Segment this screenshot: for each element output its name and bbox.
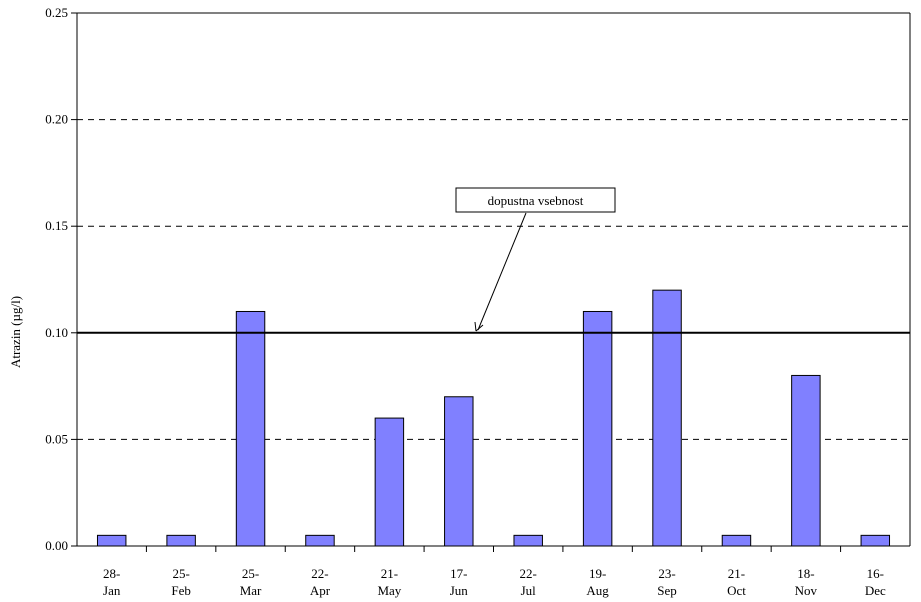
x-tick-label-day: 18- bbox=[797, 566, 814, 581]
y-tick-labels: 0.00 0.05 0.10 0.15 0.20 0.25 bbox=[45, 5, 68, 553]
bar bbox=[235, 310, 266, 547]
y-axis-title: Atrazin (µg/l) bbox=[8, 296, 23, 368]
x-tick-label-day: 21- bbox=[728, 566, 745, 581]
x-tick-label-month: Dec bbox=[865, 583, 886, 598]
x-tick-label-month: Mar bbox=[240, 583, 262, 598]
y-tick-label: 0.00 bbox=[45, 538, 68, 553]
annotation-label: dopustna vsebnost bbox=[488, 193, 584, 208]
x-tick-label-day: 21- bbox=[381, 566, 398, 581]
x-tick-label-month: Feb bbox=[171, 583, 191, 598]
grid-lines bbox=[71, 12, 910, 547]
x-tick-label-month: Aug bbox=[586, 583, 609, 598]
y-tick-label: 0.05 bbox=[45, 431, 68, 446]
bar bbox=[305, 534, 335, 547]
x-tick-label-day: 25- bbox=[172, 566, 189, 581]
x-tick-label-day: 25- bbox=[242, 566, 259, 581]
bars bbox=[96, 289, 891, 547]
reference-line-annotation: dopustna vsebnost bbox=[455, 187, 616, 332]
bar bbox=[96, 534, 127, 547]
bar bbox=[374, 417, 405, 547]
y-tick-label: 0.20 bbox=[45, 112, 68, 127]
x-tick-label-day: 23- bbox=[658, 566, 675, 581]
x-tick-label-month: Jun bbox=[450, 583, 469, 598]
y-tick-label: 0.25 bbox=[45, 5, 68, 20]
x-tick-label-day: 17- bbox=[450, 566, 467, 581]
y-tick-label: 0.10 bbox=[45, 325, 68, 340]
x-tick-label-month: May bbox=[377, 583, 401, 598]
x-tick-label-day: 22- bbox=[520, 566, 537, 581]
y-tick-label: 0.15 bbox=[45, 218, 68, 233]
x-tick-labels: 28- Jan 25- Feb 25- Mar 22- Apr 21- May 17- Jun 22- J… bbox=[103, 566, 886, 598]
annotation-arrow-line bbox=[477, 212, 527, 331]
bar bbox=[721, 534, 752, 547]
x-tick-label-day: 16- bbox=[867, 566, 884, 581]
x-tick-label-month: Jul bbox=[521, 583, 537, 598]
x-tick-label-month: Jan bbox=[103, 583, 121, 598]
x-tick-label-month: Apr bbox=[310, 583, 331, 598]
x-tick-label-month: Nov bbox=[795, 583, 818, 598]
bar bbox=[444, 396, 474, 547]
bar bbox=[791, 374, 821, 547]
x-tick-label-month: Sep bbox=[657, 583, 677, 598]
bar bbox=[166, 534, 196, 547]
bar bbox=[860, 534, 891, 547]
x-tick-label-day: 19- bbox=[589, 566, 606, 581]
x-tick-label-day: 22- bbox=[311, 566, 328, 581]
bar bbox=[652, 289, 682, 547]
bar bbox=[582, 310, 613, 547]
annotation-box bbox=[455, 187, 616, 213]
x-tick-label-day: 28- bbox=[103, 566, 120, 581]
annotation-arrow-head bbox=[474, 321, 484, 332]
bar bbox=[513, 534, 543, 547]
x-tick-label-month: Oct bbox=[727, 583, 746, 598]
axes bbox=[76, 12, 911, 552]
